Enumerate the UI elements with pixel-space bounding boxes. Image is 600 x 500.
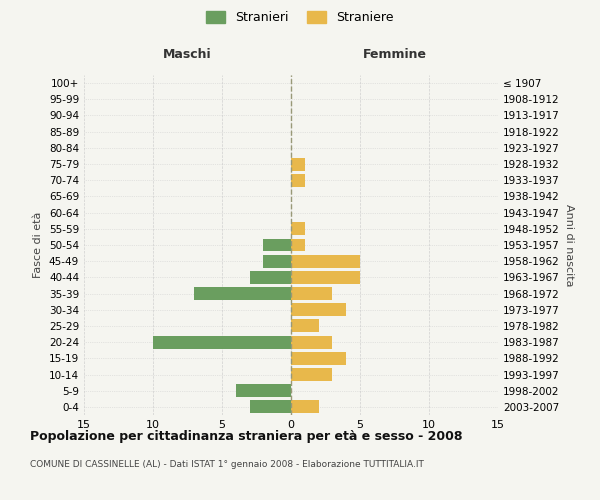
Bar <box>250 271 291 284</box>
Bar <box>291 238 305 252</box>
Text: Femmine: Femmine <box>362 48 427 62</box>
Bar <box>291 352 346 365</box>
Text: Popolazione per cittadinanza straniera per età e sesso - 2008: Popolazione per cittadinanza straniera p… <box>30 430 463 443</box>
Bar <box>250 400 291 413</box>
Bar <box>291 320 319 332</box>
Bar <box>291 271 360 284</box>
Bar <box>291 287 332 300</box>
Bar <box>291 174 305 186</box>
Bar <box>291 368 332 381</box>
Bar <box>291 336 332 348</box>
Bar <box>291 254 360 268</box>
Bar <box>153 336 291 348</box>
Text: COMUNE DI CASSINELLE (AL) - Dati ISTAT 1° gennaio 2008 - Elaborazione TUTTITALIA: COMUNE DI CASSINELLE (AL) - Dati ISTAT 1… <box>30 460 424 469</box>
Bar <box>194 287 291 300</box>
Bar <box>291 304 346 316</box>
Legend: Stranieri, Straniere: Stranieri, Straniere <box>202 6 398 29</box>
Bar <box>263 254 291 268</box>
Bar <box>291 400 319 413</box>
Y-axis label: Anni di nascita: Anni di nascita <box>563 204 574 286</box>
Bar <box>263 238 291 252</box>
Bar <box>291 222 305 235</box>
Y-axis label: Fasce di età: Fasce di età <box>34 212 43 278</box>
Text: Maschi: Maschi <box>163 48 212 62</box>
Bar <box>236 384 291 397</box>
Bar <box>291 158 305 170</box>
